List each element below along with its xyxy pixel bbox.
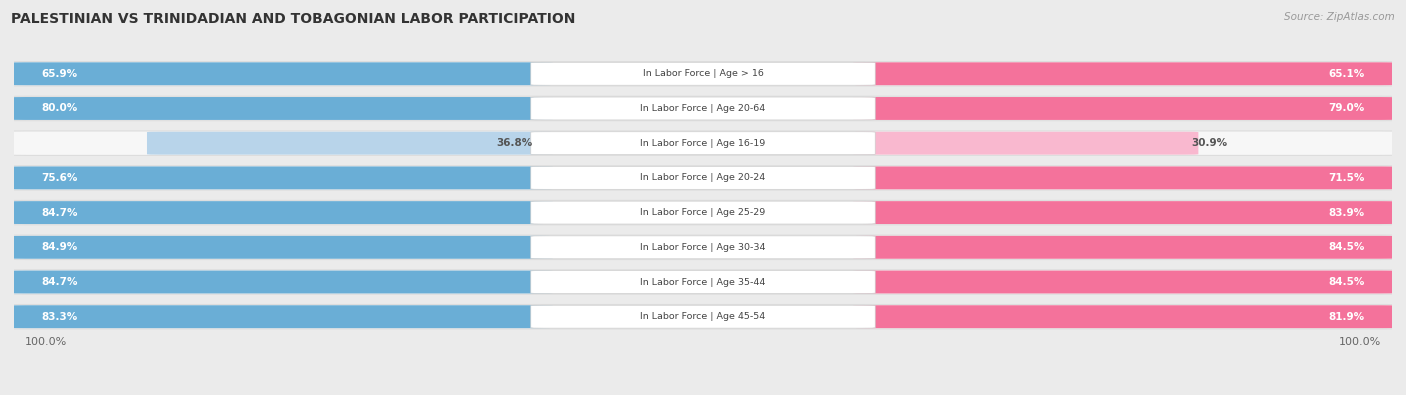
- Text: 36.8%: 36.8%: [496, 138, 531, 148]
- Text: In Labor Force | Age 20-64: In Labor Force | Age 20-64: [640, 104, 766, 113]
- Text: 81.9%: 81.9%: [1329, 312, 1364, 322]
- FancyBboxPatch shape: [11, 271, 553, 293]
- Text: 80.0%: 80.0%: [42, 103, 77, 113]
- Text: 84.9%: 84.9%: [42, 242, 77, 252]
- Text: 100.0%: 100.0%: [25, 337, 67, 347]
- Text: In Labor Force | Age 20-24: In Labor Force | Age 20-24: [640, 173, 766, 182]
- FancyBboxPatch shape: [531, 236, 875, 259]
- FancyBboxPatch shape: [531, 201, 875, 224]
- FancyBboxPatch shape: [853, 166, 1395, 189]
- Text: Source: ZipAtlas.com: Source: ZipAtlas.com: [1284, 12, 1395, 22]
- FancyBboxPatch shape: [853, 271, 1395, 293]
- FancyBboxPatch shape: [531, 132, 875, 154]
- FancyBboxPatch shape: [8, 131, 1398, 155]
- Text: 100.0%: 100.0%: [1339, 337, 1381, 347]
- Text: In Labor Force | Age > 16: In Labor Force | Age > 16: [643, 69, 763, 78]
- Text: In Labor Force | Age 25-29: In Labor Force | Age 25-29: [640, 208, 766, 217]
- Text: PALESTINIAN VS TRINIDADIAN AND TOBAGONIAN LABOR PARTICIPATION: PALESTINIAN VS TRINIDADIAN AND TOBAGONIA…: [11, 12, 575, 26]
- FancyBboxPatch shape: [531, 305, 875, 328]
- Text: 65.9%: 65.9%: [42, 69, 77, 79]
- FancyBboxPatch shape: [8, 270, 1398, 294]
- Text: 65.1%: 65.1%: [1329, 69, 1364, 79]
- FancyBboxPatch shape: [853, 132, 1198, 154]
- Text: In Labor Force | Age 45-54: In Labor Force | Age 45-54: [640, 312, 766, 321]
- Text: 75.6%: 75.6%: [42, 173, 77, 183]
- Text: 83.9%: 83.9%: [1329, 208, 1364, 218]
- Text: 84.5%: 84.5%: [1329, 242, 1364, 252]
- FancyBboxPatch shape: [8, 200, 1398, 225]
- Text: 84.5%: 84.5%: [1329, 277, 1364, 287]
- FancyBboxPatch shape: [853, 201, 1395, 224]
- FancyBboxPatch shape: [148, 132, 553, 154]
- Text: 83.3%: 83.3%: [42, 312, 77, 322]
- FancyBboxPatch shape: [11, 236, 553, 259]
- Text: 79.0%: 79.0%: [1329, 103, 1364, 113]
- FancyBboxPatch shape: [8, 62, 1398, 86]
- Text: In Labor Force | Age 35-44: In Labor Force | Age 35-44: [640, 278, 766, 286]
- FancyBboxPatch shape: [531, 271, 875, 293]
- FancyBboxPatch shape: [8, 305, 1398, 329]
- FancyBboxPatch shape: [11, 97, 553, 120]
- FancyBboxPatch shape: [531, 166, 875, 189]
- FancyBboxPatch shape: [853, 62, 1395, 85]
- Text: 84.7%: 84.7%: [42, 208, 79, 218]
- Text: 71.5%: 71.5%: [1329, 173, 1364, 183]
- Text: In Labor Force | Age 16-19: In Labor Force | Age 16-19: [640, 139, 766, 148]
- FancyBboxPatch shape: [11, 62, 553, 85]
- FancyBboxPatch shape: [8, 166, 1398, 190]
- Text: 30.9%: 30.9%: [1191, 138, 1227, 148]
- Text: In Labor Force | Age 30-34: In Labor Force | Age 30-34: [640, 243, 766, 252]
- FancyBboxPatch shape: [8, 96, 1398, 121]
- FancyBboxPatch shape: [853, 305, 1395, 328]
- FancyBboxPatch shape: [11, 166, 553, 189]
- FancyBboxPatch shape: [853, 236, 1395, 259]
- Text: 84.7%: 84.7%: [42, 277, 79, 287]
- FancyBboxPatch shape: [531, 62, 875, 85]
- FancyBboxPatch shape: [531, 97, 875, 120]
- FancyBboxPatch shape: [11, 201, 553, 224]
- FancyBboxPatch shape: [11, 305, 553, 328]
- FancyBboxPatch shape: [853, 97, 1395, 120]
- FancyBboxPatch shape: [8, 235, 1398, 260]
